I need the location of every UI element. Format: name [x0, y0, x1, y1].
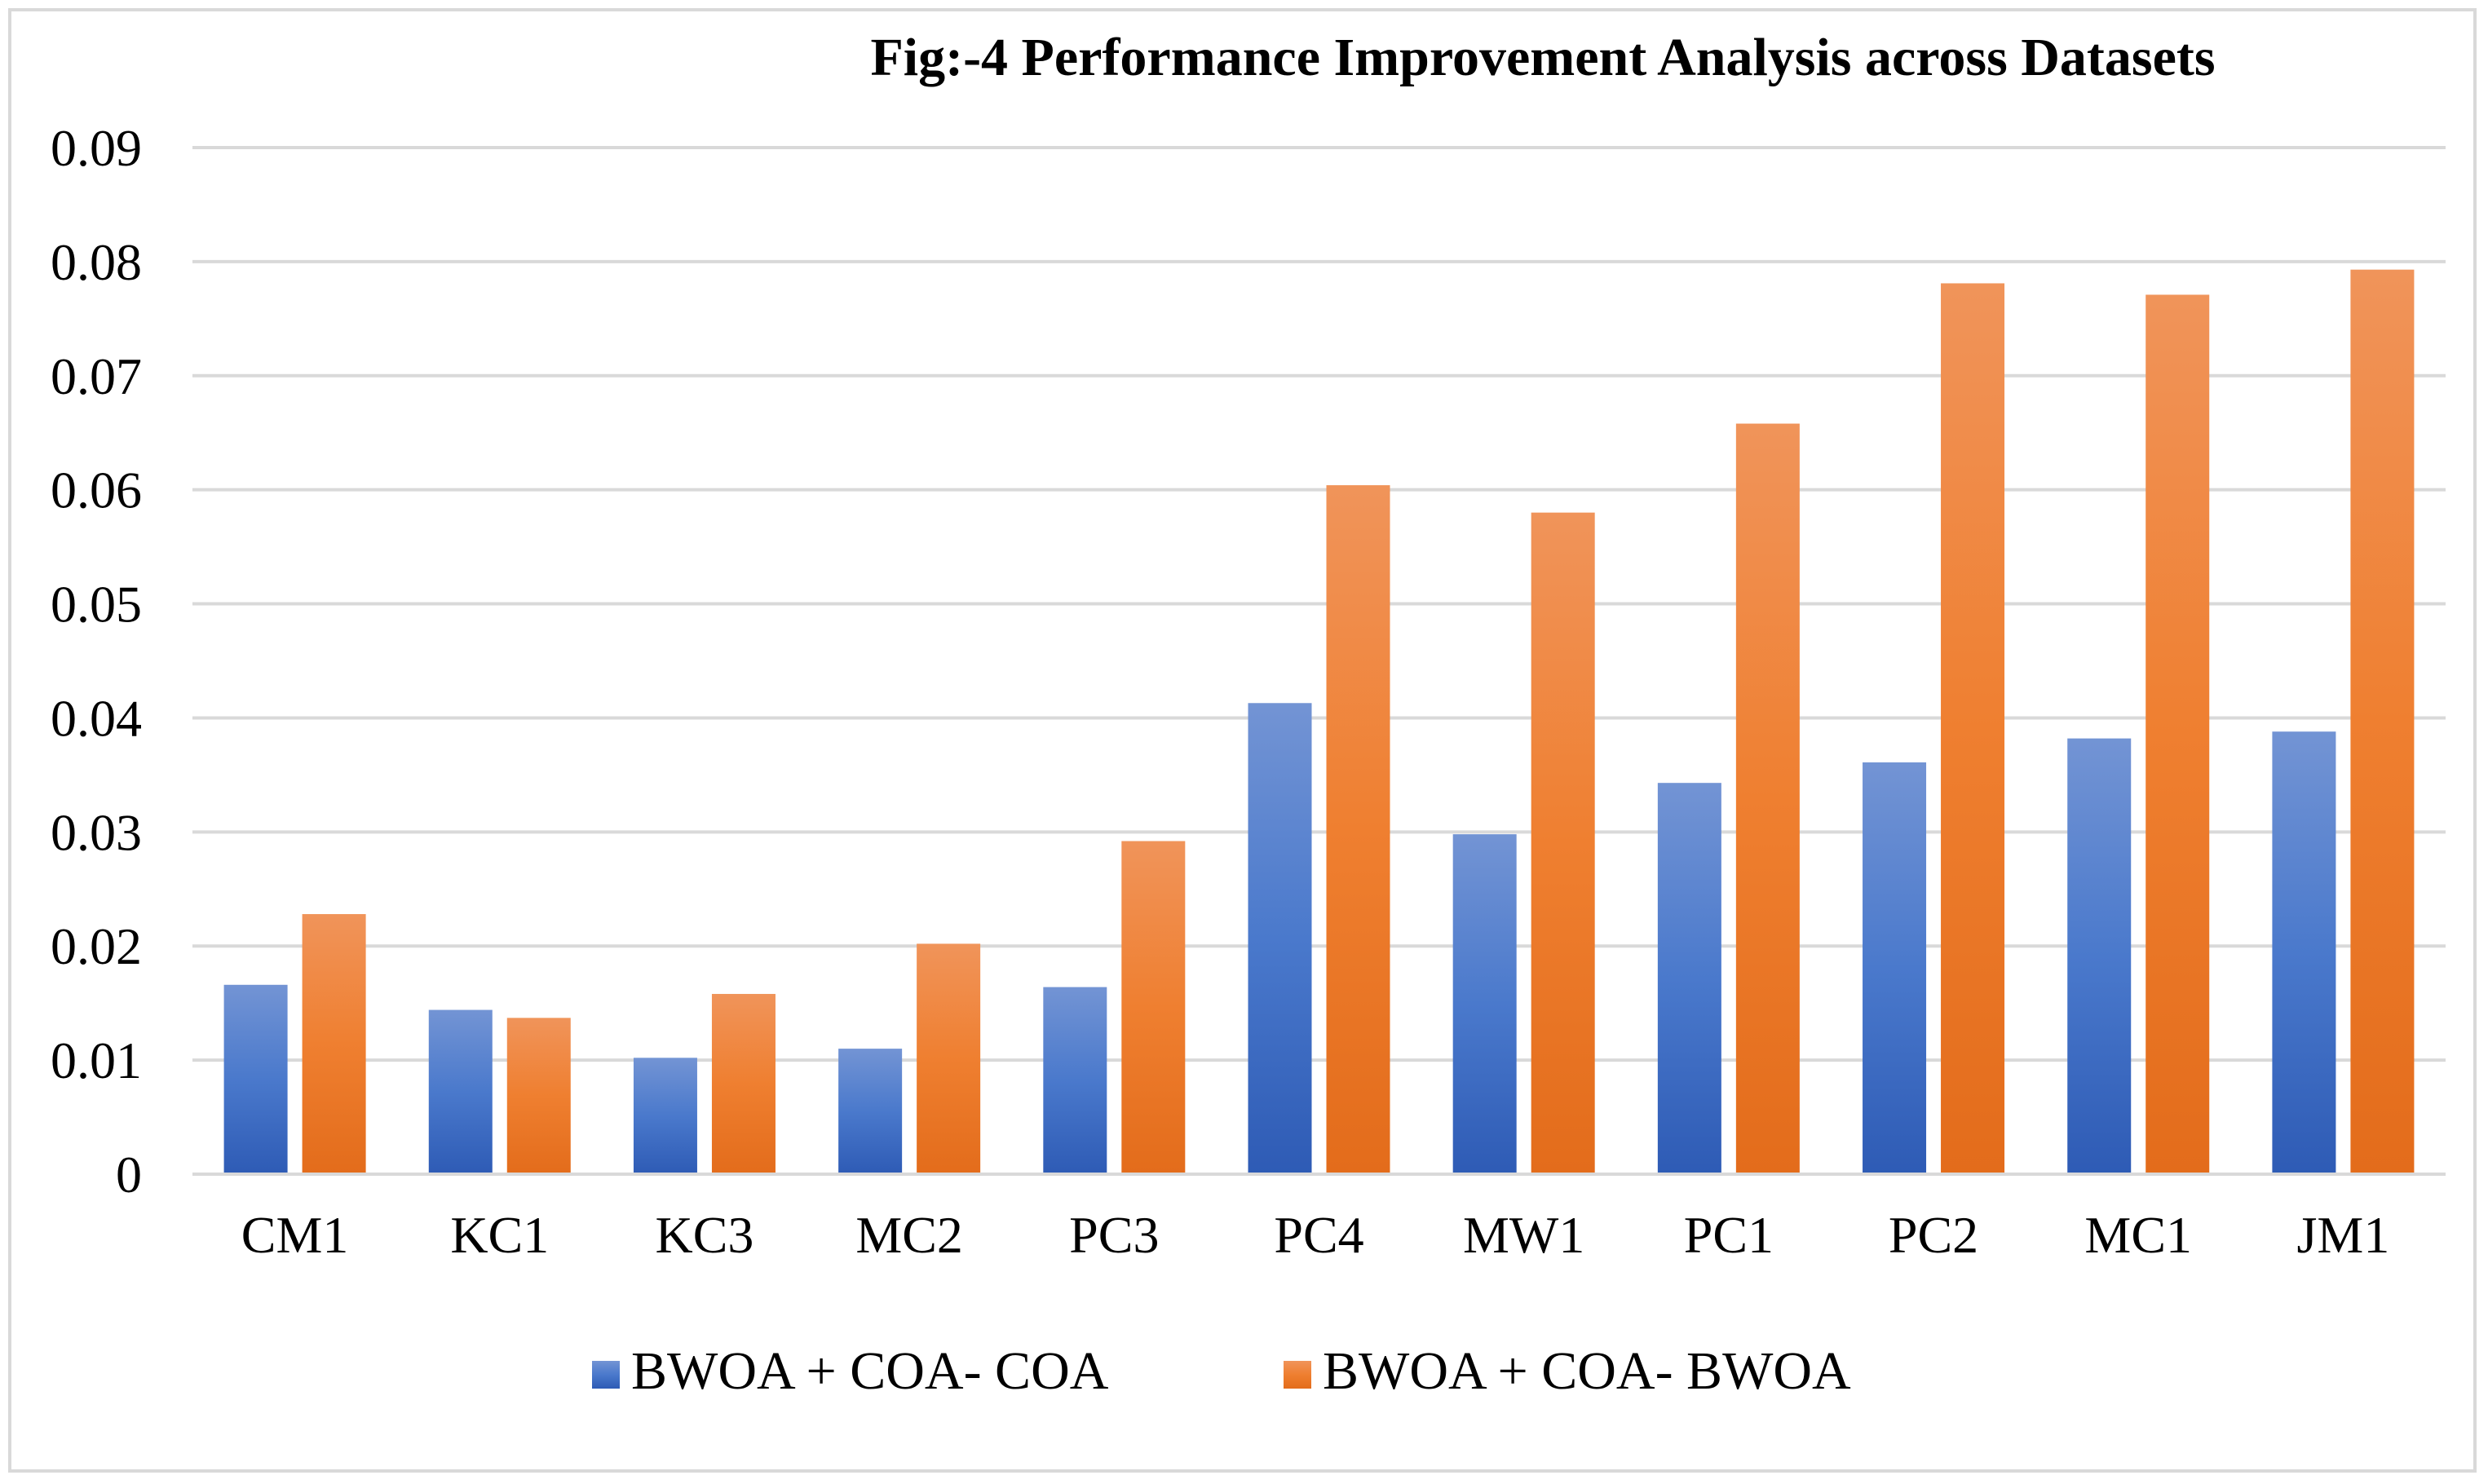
y-tick-label: 0.08	[51, 233, 142, 291]
y-tick-label: 0.07	[51, 347, 142, 405]
bar-pc1-series-2	[1735, 423, 1800, 1174]
x-tick-label: JM1	[2297, 1206, 2390, 1264]
y-tick-label: 0	[116, 1146, 142, 1204]
bar-kc3-series-1	[633, 1058, 697, 1174]
bar-pc3-series-1	[1043, 987, 1107, 1174]
bar-cm1-series-2	[302, 914, 366, 1174]
bar-kc3-series-2	[711, 993, 776, 1174]
x-axis-tick-labels: CM1 KC1 KC3 MC2 PC3 PC4 MW1 PC1 PC2 MC1 JM1	[241, 1206, 2390, 1264]
bar-mw1-series-2	[1531, 512, 1595, 1174]
x-tick-label: MC2	[855, 1206, 963, 1264]
bar-mw1-series-1	[1452, 834, 1517, 1174]
bar-mc1-series-1	[2067, 738, 2132, 1174]
x-tick-label: KC1	[450, 1206, 549, 1264]
bar-pc4-series-1	[1248, 703, 1312, 1174]
y-tick-label: 0.03	[51, 803, 142, 861]
legend-label-series-1: BWOA + COA- COA	[631, 1341, 1109, 1401]
bar-mc1-series-2	[2146, 294, 2210, 1174]
bar-jm1-series-1	[2272, 731, 2336, 1174]
x-tick-label: MC1	[2084, 1206, 2192, 1264]
chart-title: Fig:-4 Performance Improvement Analysis …	[870, 28, 2215, 87]
bar-kc1-series-1	[428, 1009, 493, 1174]
x-tick-label: KC3	[656, 1206, 754, 1264]
x-tick-label: PC4	[1274, 1206, 1363, 1264]
legend-swatch-series-2	[1284, 1361, 1311, 1389]
y-tick-label: 0.09	[51, 119, 142, 177]
bar-chart: Fig:-4 Performance Improvement Analysis …	[51, 28, 2446, 1401]
x-tick-label: MW1	[1463, 1206, 1584, 1264]
bar-cm1-series-1	[223, 984, 288, 1174]
y-tick-label: 0.01	[51, 1031, 142, 1089]
legend-swatch-series-1	[592, 1361, 620, 1389]
x-tick-label: PC2	[1889, 1206, 1978, 1264]
legend: BWOA + COA- COA BWOA + COA- BWOA	[592, 1341, 1851, 1401]
bar-pc1-series-1	[1657, 783, 1721, 1174]
gridlines	[192, 146, 2446, 1062]
bar-pc4-series-2	[1326, 485, 1390, 1174]
bars	[223, 269, 2415, 1174]
x-tick-label: CM1	[241, 1206, 349, 1264]
chart-frame: Fig:-4 Performance Improvement Analysis …	[8, 8, 2477, 1473]
y-tick-label: 0.04	[51, 689, 142, 747]
x-tick-label: PC3	[1069, 1206, 1159, 1264]
bar-mc2-series-1	[838, 1049, 903, 1174]
x-tick-label: PC1	[1684, 1206, 1774, 1264]
bar-pc2-series-2	[1941, 283, 2005, 1174]
bar-pc3-series-2	[1121, 841, 1186, 1174]
bar-kc1-series-2	[506, 1018, 571, 1174]
bar-pc2-series-1	[1863, 762, 1927, 1174]
y-tick-label: 0.02	[51, 917, 142, 975]
y-axis-tick-labels: 0 0.01 0.02 0.03 0.04 0.05 0.06 0.07 0.08 0.09	[51, 119, 142, 1204]
y-tick-label: 0.05	[51, 576, 142, 634]
legend-label-series-2: BWOA + COA- BWOA	[1323, 1341, 1851, 1401]
bar-mc2-series-2	[917, 943, 981, 1174]
y-tick-label: 0.06	[51, 462, 142, 519]
bar-jm1-series-2	[2350, 269, 2415, 1174]
